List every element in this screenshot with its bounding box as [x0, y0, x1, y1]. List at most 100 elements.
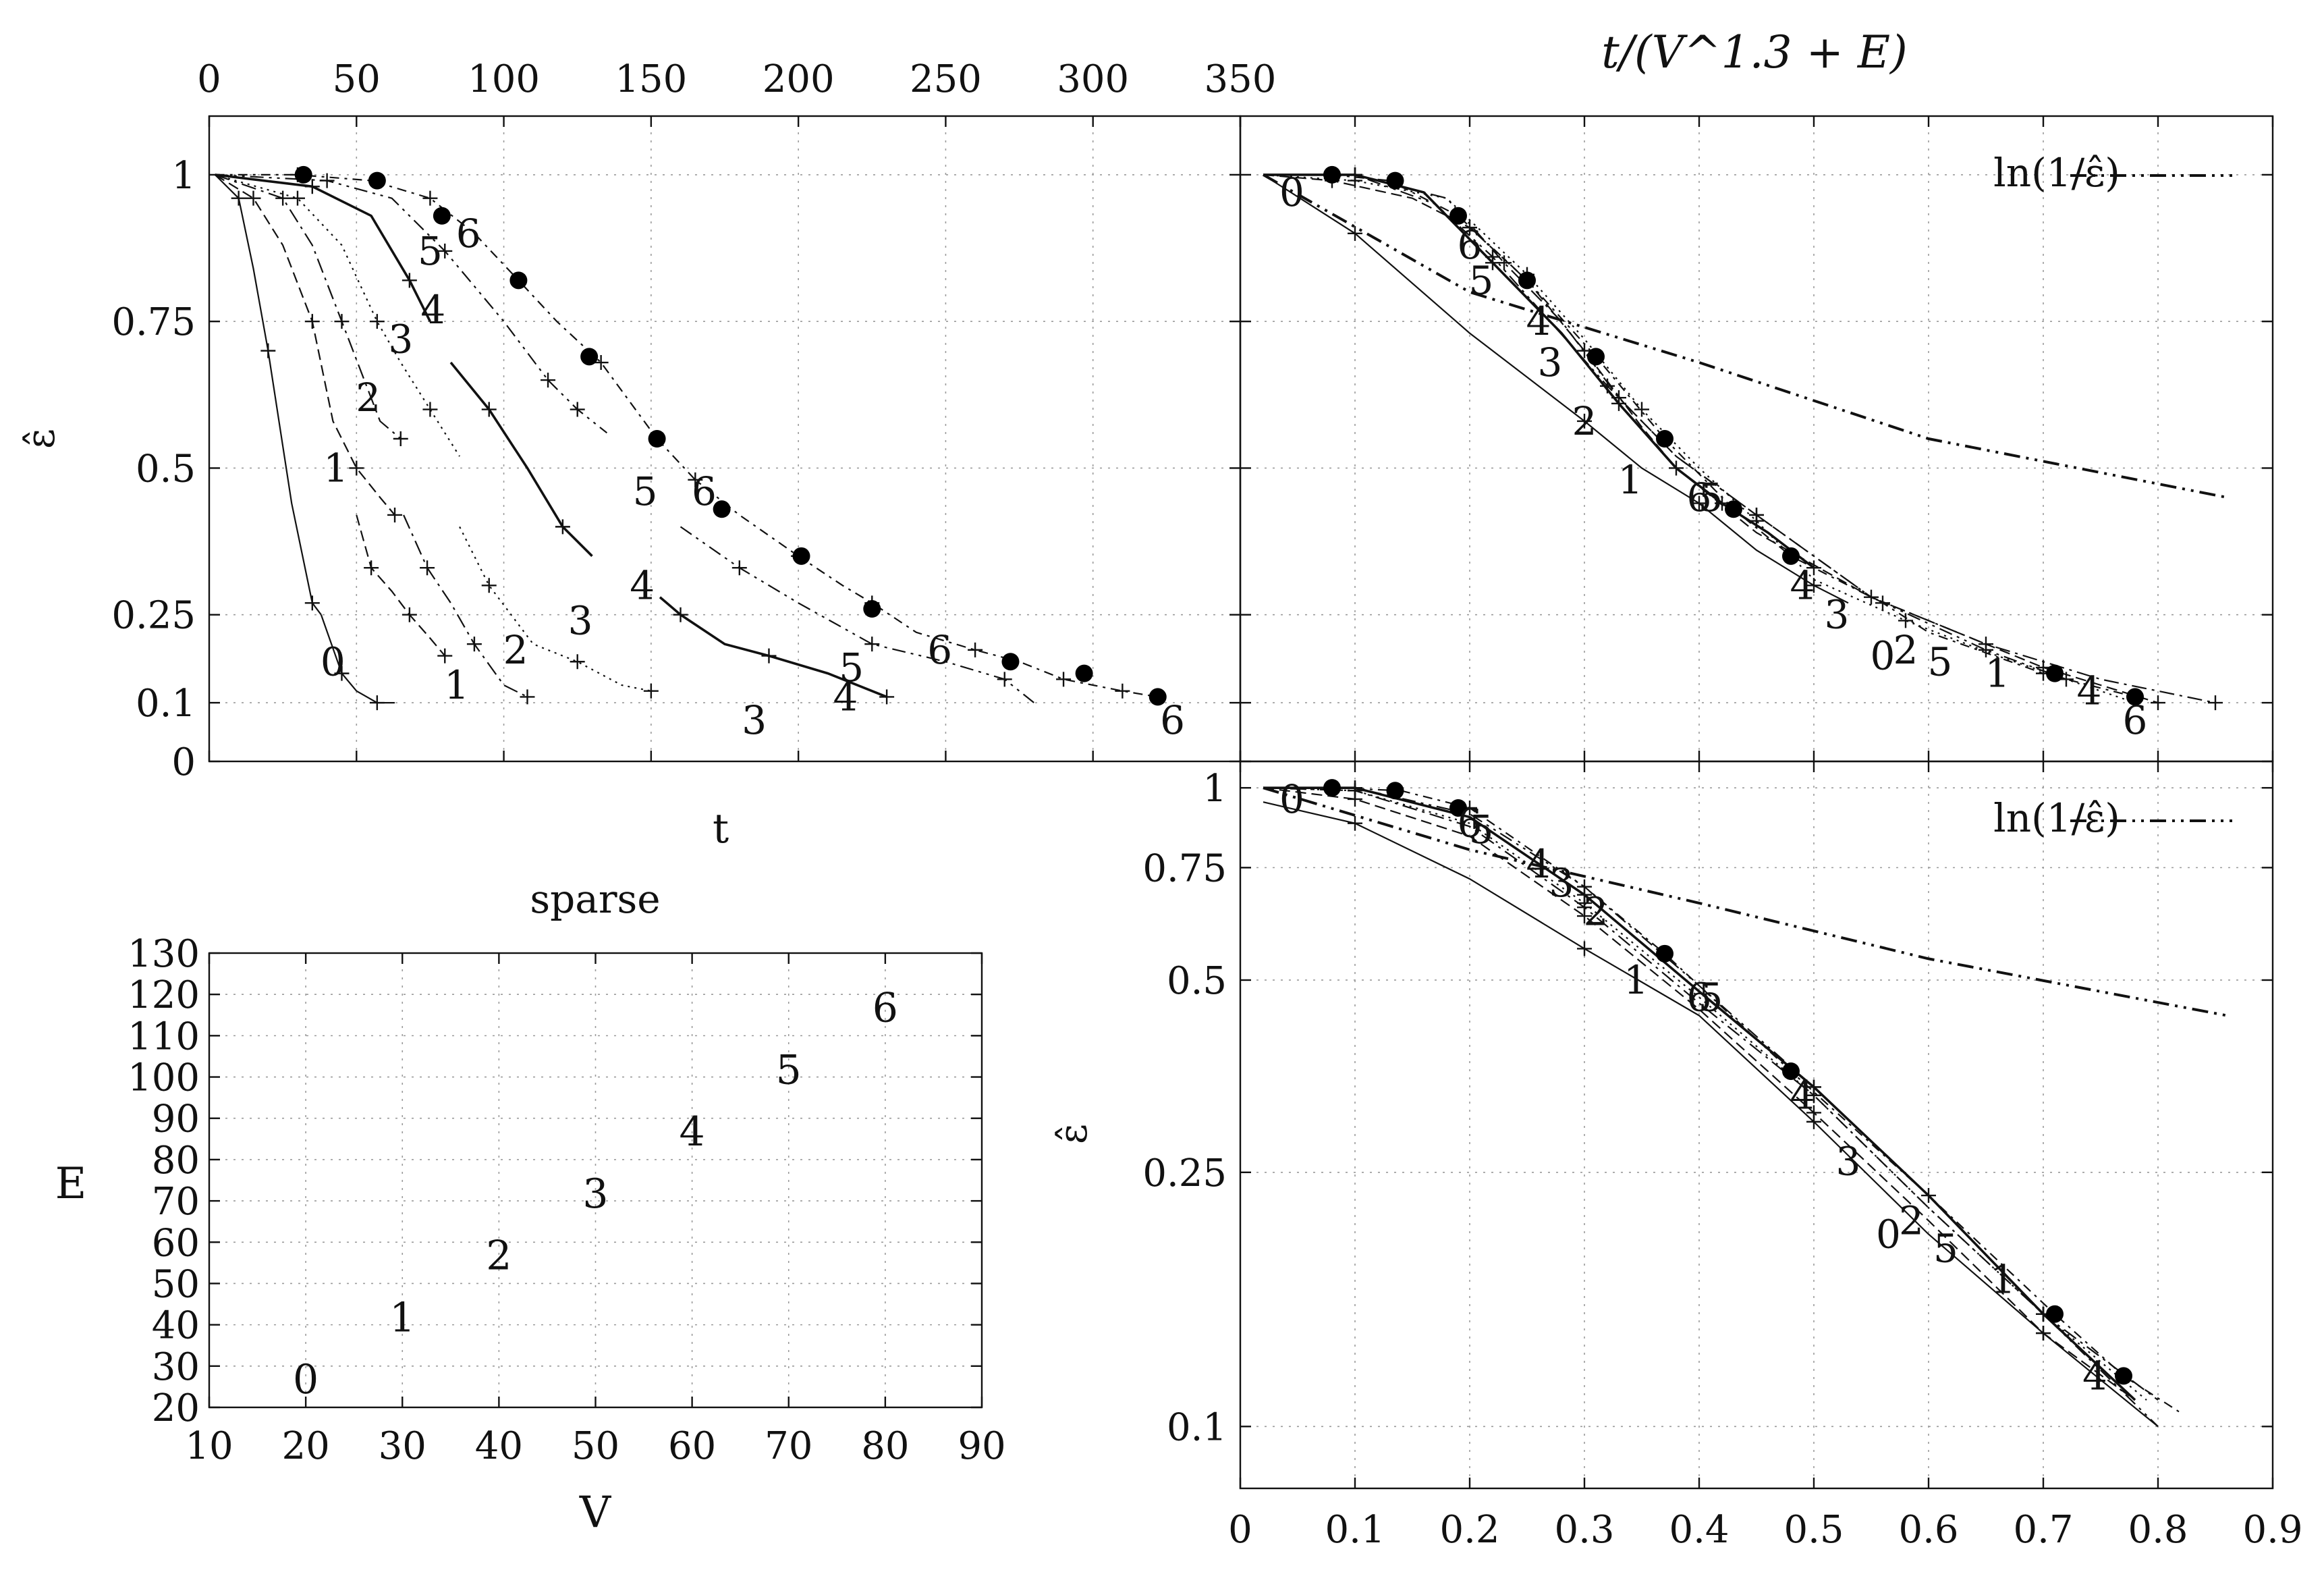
data-point-4	[402, 273, 417, 288]
data-point-6b	[688, 472, 703, 487]
series-label: 0	[321, 639, 345, 684]
y-tick-label: 70	[152, 1180, 200, 1224]
data-point-4c	[761, 648, 777, 664]
series-label: 1	[444, 662, 469, 708]
series-6-marker	[713, 500, 731, 518]
series-6-marker	[580, 348, 599, 366]
series-6-marker	[433, 207, 451, 225]
series-line-1	[1263, 787, 2136, 1401]
x-tick-label: 60	[668, 1424, 716, 1468]
data-point-5c	[731, 560, 747, 576]
series-line-6b	[656, 438, 1158, 698]
data-point-0	[1806, 578, 1821, 593]
series-6-marker	[1001, 653, 1020, 671]
series-label: 2	[1584, 889, 1609, 935]
x-tick-label: 70	[765, 1424, 812, 1468]
data-point-3b	[481, 578, 497, 593]
data-point-5	[1485, 249, 1500, 265]
series-label: 1	[1991, 1256, 2016, 1302]
legend-label: ln(1/ε̂)	[1993, 795, 2120, 841]
data-point-6b	[1056, 672, 1072, 687]
series-label: 5	[1698, 475, 1723, 520]
data-point-5	[1348, 167, 1362, 182]
series-6-marker	[863, 600, 881, 618]
series-line-1	[215, 173, 395, 516]
x-tick-label: 150	[615, 57, 687, 101]
series-6-marker	[1323, 165, 1341, 184]
y-tick-label: 0.5	[1167, 959, 1227, 1003]
y-tick-label: 1	[171, 154, 196, 198]
data-point-4b	[481, 402, 497, 417]
x-tick-label: 0.3	[1554, 1508, 1614, 1552]
data-point-3b	[643, 683, 659, 699]
series-label: 6	[1160, 697, 1185, 743]
series-label: 2	[1572, 398, 1597, 444]
series-label: 2	[1893, 627, 1918, 673]
series-label: 5	[1928, 639, 1953, 684]
data-point-0	[260, 343, 276, 358]
series-line-0	[1263, 801, 2159, 1428]
x-tick-label: 0.5	[1783, 1508, 1844, 1552]
series-label: 3	[1538, 340, 1563, 385]
series-6-marker	[1449, 799, 1467, 817]
data-point-0	[304, 595, 320, 611]
series-6-marker	[1782, 547, 1800, 565]
data-point-1b	[437, 648, 453, 664]
y-tick-label: 40	[152, 1304, 200, 1348]
series-label: 3	[1825, 592, 1850, 638]
chart-title: t/(V^1.3 + E)	[1601, 26, 1908, 78]
y-tick-label: 80	[152, 1139, 200, 1183]
series-line-2	[215, 173, 402, 439]
plot-frame	[208, 952, 983, 1409]
y-tick-label: 90	[152, 1098, 200, 1141]
x-tick-label: 90	[958, 1424, 1005, 1468]
y-axis-label: ε̂	[1050, 1124, 1096, 1144]
series-label: 2	[1899, 1197, 1924, 1243]
series-label: 1	[323, 445, 348, 491]
data-point-6	[1875, 595, 1890, 611]
legend-label: ln(1/ε̂)	[1993, 150, 2120, 196]
series-label: 3	[1836, 1139, 1861, 1185]
series-label: 4	[1790, 1073, 1815, 1118]
series-label: 4	[2077, 668, 2102, 714]
data-point-0	[1692, 495, 1707, 511]
series-line-4c	[659, 596, 887, 699]
series-6-marker	[648, 430, 666, 448]
series-label: 5	[839, 645, 864, 691]
y-tick-label: 0.1	[136, 682, 196, 726]
x-tick-label: 0.7	[2013, 1508, 2073, 1552]
data-point-3	[369, 314, 385, 329]
y-tick-label: 130	[128, 932, 200, 976]
series-label: 0	[1876, 1211, 1901, 1257]
x-tick-label: 300	[1057, 57, 1129, 101]
series-line-6	[215, 173, 658, 439]
series-label: 6	[1458, 222, 1483, 268]
x-tick-label: 50	[333, 57, 381, 101]
y-tick-label: 110	[128, 1015, 200, 1058]
y-tick-label: 60	[152, 1221, 200, 1265]
series-6-marker	[2115, 1367, 2132, 1385]
x-tick-label: 30	[379, 1424, 426, 1468]
series-label: 4	[2082, 1353, 2107, 1399]
x-tick-label: 0.1	[1325, 1508, 1385, 1552]
series-line-3	[1263, 173, 2136, 704]
series-label: 6	[1458, 801, 1483, 846]
data-point-5	[1979, 642, 1993, 657]
data-point-1	[349, 460, 364, 476]
series-line-3b	[459, 526, 652, 692]
series-label: 2	[356, 375, 381, 421]
data-point-4c	[879, 689, 895, 705]
y-tick-label: 0.1	[1167, 1405, 1227, 1449]
x-tick-label: 50	[572, 1424, 619, 1468]
series-6-marker	[1149, 688, 1167, 706]
series-line-1	[1263, 173, 2159, 704]
data-point-1	[2036, 1326, 2051, 1341]
data-point-4b	[555, 519, 570, 535]
data-point-0	[1348, 225, 1362, 241]
series-6-marker	[294, 165, 312, 184]
series-label: 4	[1790, 562, 1815, 608]
scatter-point-label: 0	[293, 1356, 319, 1403]
y-tick-label: 1	[1202, 767, 1227, 811]
series-label: 4	[833, 674, 858, 720]
